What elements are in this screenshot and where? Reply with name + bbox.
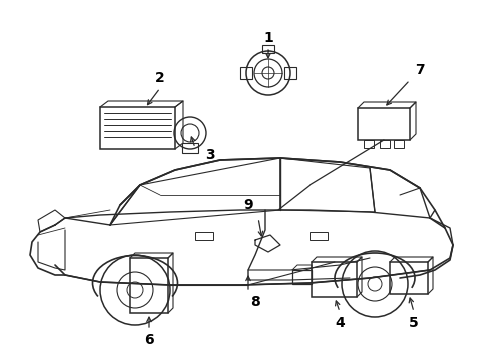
Text: 2: 2 (155, 71, 165, 85)
Bar (130, 258, 168, 313)
Bar (262, 45, 274, 53)
Text: 9: 9 (243, 198, 253, 212)
Text: 5: 5 (409, 316, 419, 330)
Bar (182, 143, 198, 153)
Text: 6: 6 (144, 333, 154, 347)
Bar (394, 140, 404, 148)
Bar (292, 270, 312, 284)
Bar (390, 262, 428, 294)
Bar (312, 262, 357, 297)
Text: 7: 7 (415, 63, 425, 77)
Bar (310, 232, 328, 240)
Text: 4: 4 (335, 316, 345, 330)
Text: 8: 8 (250, 295, 260, 309)
Bar (195, 232, 213, 240)
Text: 1: 1 (263, 31, 273, 45)
Bar (284, 67, 296, 79)
Bar (364, 140, 374, 148)
Bar (380, 140, 390, 148)
Text: 3: 3 (205, 148, 215, 162)
Bar (100, 107, 175, 149)
Bar (240, 67, 252, 79)
Bar (358, 108, 410, 140)
